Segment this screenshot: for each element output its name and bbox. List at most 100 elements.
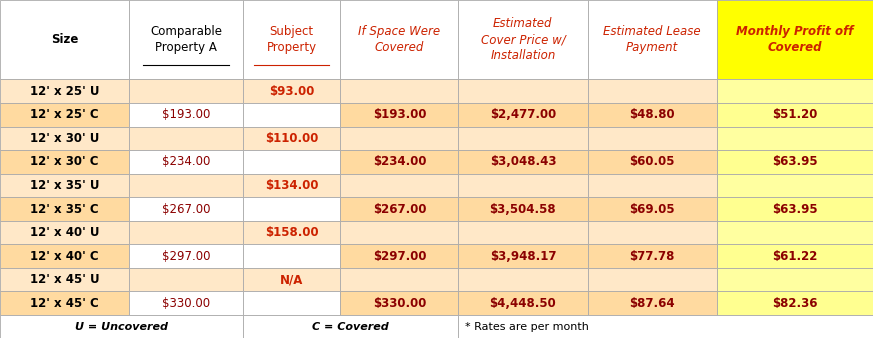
Bar bbox=[243, 126, 340, 150]
Bar bbox=[717, 221, 873, 244]
Text: 12' x 45' C: 12' x 45' C bbox=[31, 297, 99, 310]
Bar bbox=[243, 79, 340, 103]
Text: $93.00: $93.00 bbox=[269, 85, 314, 98]
Text: * Rates are per month: * Rates are per month bbox=[465, 321, 589, 332]
Bar bbox=[458, 103, 588, 126]
Text: 12' x 30' U: 12' x 30' U bbox=[30, 132, 100, 145]
Text: $193.00: $193.00 bbox=[162, 108, 210, 121]
Text: $69.05: $69.05 bbox=[629, 202, 675, 216]
Text: $110.00: $110.00 bbox=[265, 132, 319, 145]
Text: $158.00: $158.00 bbox=[265, 226, 319, 239]
Text: $234.00: $234.00 bbox=[373, 155, 426, 168]
Bar bbox=[588, 174, 717, 197]
Text: $193.00: $193.00 bbox=[373, 108, 426, 121]
Text: $51.20: $51.20 bbox=[773, 108, 817, 121]
Bar bbox=[717, 174, 873, 197]
Text: $330.00: $330.00 bbox=[373, 297, 426, 310]
Text: $48.80: $48.80 bbox=[629, 108, 675, 121]
Bar bbox=[340, 244, 458, 268]
Text: $3,048.43: $3,048.43 bbox=[490, 155, 556, 168]
Bar bbox=[129, 221, 243, 244]
Bar bbox=[0, 291, 129, 315]
Bar bbox=[129, 79, 243, 103]
Text: $267.00: $267.00 bbox=[162, 202, 210, 216]
Bar bbox=[717, 268, 873, 291]
Text: $134.00: $134.00 bbox=[265, 179, 319, 192]
Bar bbox=[340, 0, 458, 79]
Bar bbox=[588, 0, 717, 79]
Bar bbox=[340, 103, 458, 126]
Bar bbox=[458, 291, 588, 315]
Bar bbox=[243, 244, 340, 268]
Bar bbox=[458, 315, 873, 338]
Text: $2,477.00: $2,477.00 bbox=[490, 108, 556, 121]
Bar bbox=[717, 150, 873, 174]
Bar bbox=[129, 244, 243, 268]
Bar bbox=[129, 126, 243, 150]
Bar bbox=[340, 291, 458, 315]
Text: C = Covered: C = Covered bbox=[313, 321, 388, 332]
Bar bbox=[458, 197, 588, 221]
Bar bbox=[243, 150, 340, 174]
Bar bbox=[129, 103, 243, 126]
Bar bbox=[243, 174, 340, 197]
Text: $3,948.17: $3,948.17 bbox=[490, 250, 556, 263]
Text: If Space Were
Covered: If Space Were Covered bbox=[358, 25, 441, 54]
Text: Comparable
Property A: Comparable Property A bbox=[150, 25, 222, 54]
Text: $297.00: $297.00 bbox=[373, 250, 426, 263]
Bar bbox=[458, 79, 588, 103]
Text: Subject
Property: Subject Property bbox=[266, 25, 317, 54]
Bar bbox=[340, 268, 458, 291]
Text: $63.95: $63.95 bbox=[772, 202, 818, 216]
Bar bbox=[717, 244, 873, 268]
Text: 12' x 35' C: 12' x 35' C bbox=[31, 202, 99, 216]
Text: $267.00: $267.00 bbox=[373, 202, 426, 216]
Bar bbox=[129, 268, 243, 291]
Bar bbox=[717, 103, 873, 126]
Bar bbox=[243, 197, 340, 221]
Text: U = Uncovered: U = Uncovered bbox=[75, 321, 168, 332]
Bar bbox=[340, 79, 458, 103]
Text: Monthly Profit off
Covered: Monthly Profit off Covered bbox=[736, 25, 854, 54]
Text: Estimated
Cover Price w/
Installation: Estimated Cover Price w/ Installation bbox=[480, 17, 566, 62]
Bar bbox=[588, 150, 717, 174]
Bar bbox=[588, 79, 717, 103]
Text: 12' x 30' C: 12' x 30' C bbox=[31, 155, 99, 168]
Text: Estimated Lease
Payment: Estimated Lease Payment bbox=[603, 25, 701, 54]
Bar bbox=[717, 126, 873, 150]
Bar bbox=[588, 244, 717, 268]
Bar bbox=[458, 221, 588, 244]
Text: 12' x 45' U: 12' x 45' U bbox=[30, 273, 100, 286]
Bar bbox=[0, 126, 129, 150]
Text: $234.00: $234.00 bbox=[162, 155, 210, 168]
Bar bbox=[458, 244, 588, 268]
Bar bbox=[129, 150, 243, 174]
Bar bbox=[129, 291, 243, 315]
Text: 12' x 25' U: 12' x 25' U bbox=[30, 85, 100, 98]
Text: 12' x 40' U: 12' x 40' U bbox=[30, 226, 100, 239]
Text: $3,504.58: $3,504.58 bbox=[490, 202, 556, 216]
Bar bbox=[458, 126, 588, 150]
Bar bbox=[129, 0, 243, 79]
Bar bbox=[340, 197, 458, 221]
Text: $297.00: $297.00 bbox=[162, 250, 210, 263]
Bar bbox=[243, 268, 340, 291]
Bar bbox=[0, 79, 129, 103]
Bar bbox=[0, 150, 129, 174]
Bar bbox=[243, 0, 340, 79]
Text: Size: Size bbox=[51, 33, 79, 46]
Bar bbox=[340, 174, 458, 197]
Bar bbox=[129, 197, 243, 221]
Bar bbox=[717, 79, 873, 103]
Bar bbox=[0, 103, 129, 126]
Bar bbox=[0, 0, 129, 79]
Bar bbox=[340, 221, 458, 244]
Bar bbox=[588, 126, 717, 150]
Text: $4,448.50: $4,448.50 bbox=[490, 297, 556, 310]
Text: 12' x 25' C: 12' x 25' C bbox=[31, 108, 99, 121]
Bar bbox=[243, 315, 458, 338]
Text: $63.95: $63.95 bbox=[772, 155, 818, 168]
Bar bbox=[0, 174, 129, 197]
Text: $77.78: $77.78 bbox=[629, 250, 675, 263]
Bar bbox=[588, 291, 717, 315]
